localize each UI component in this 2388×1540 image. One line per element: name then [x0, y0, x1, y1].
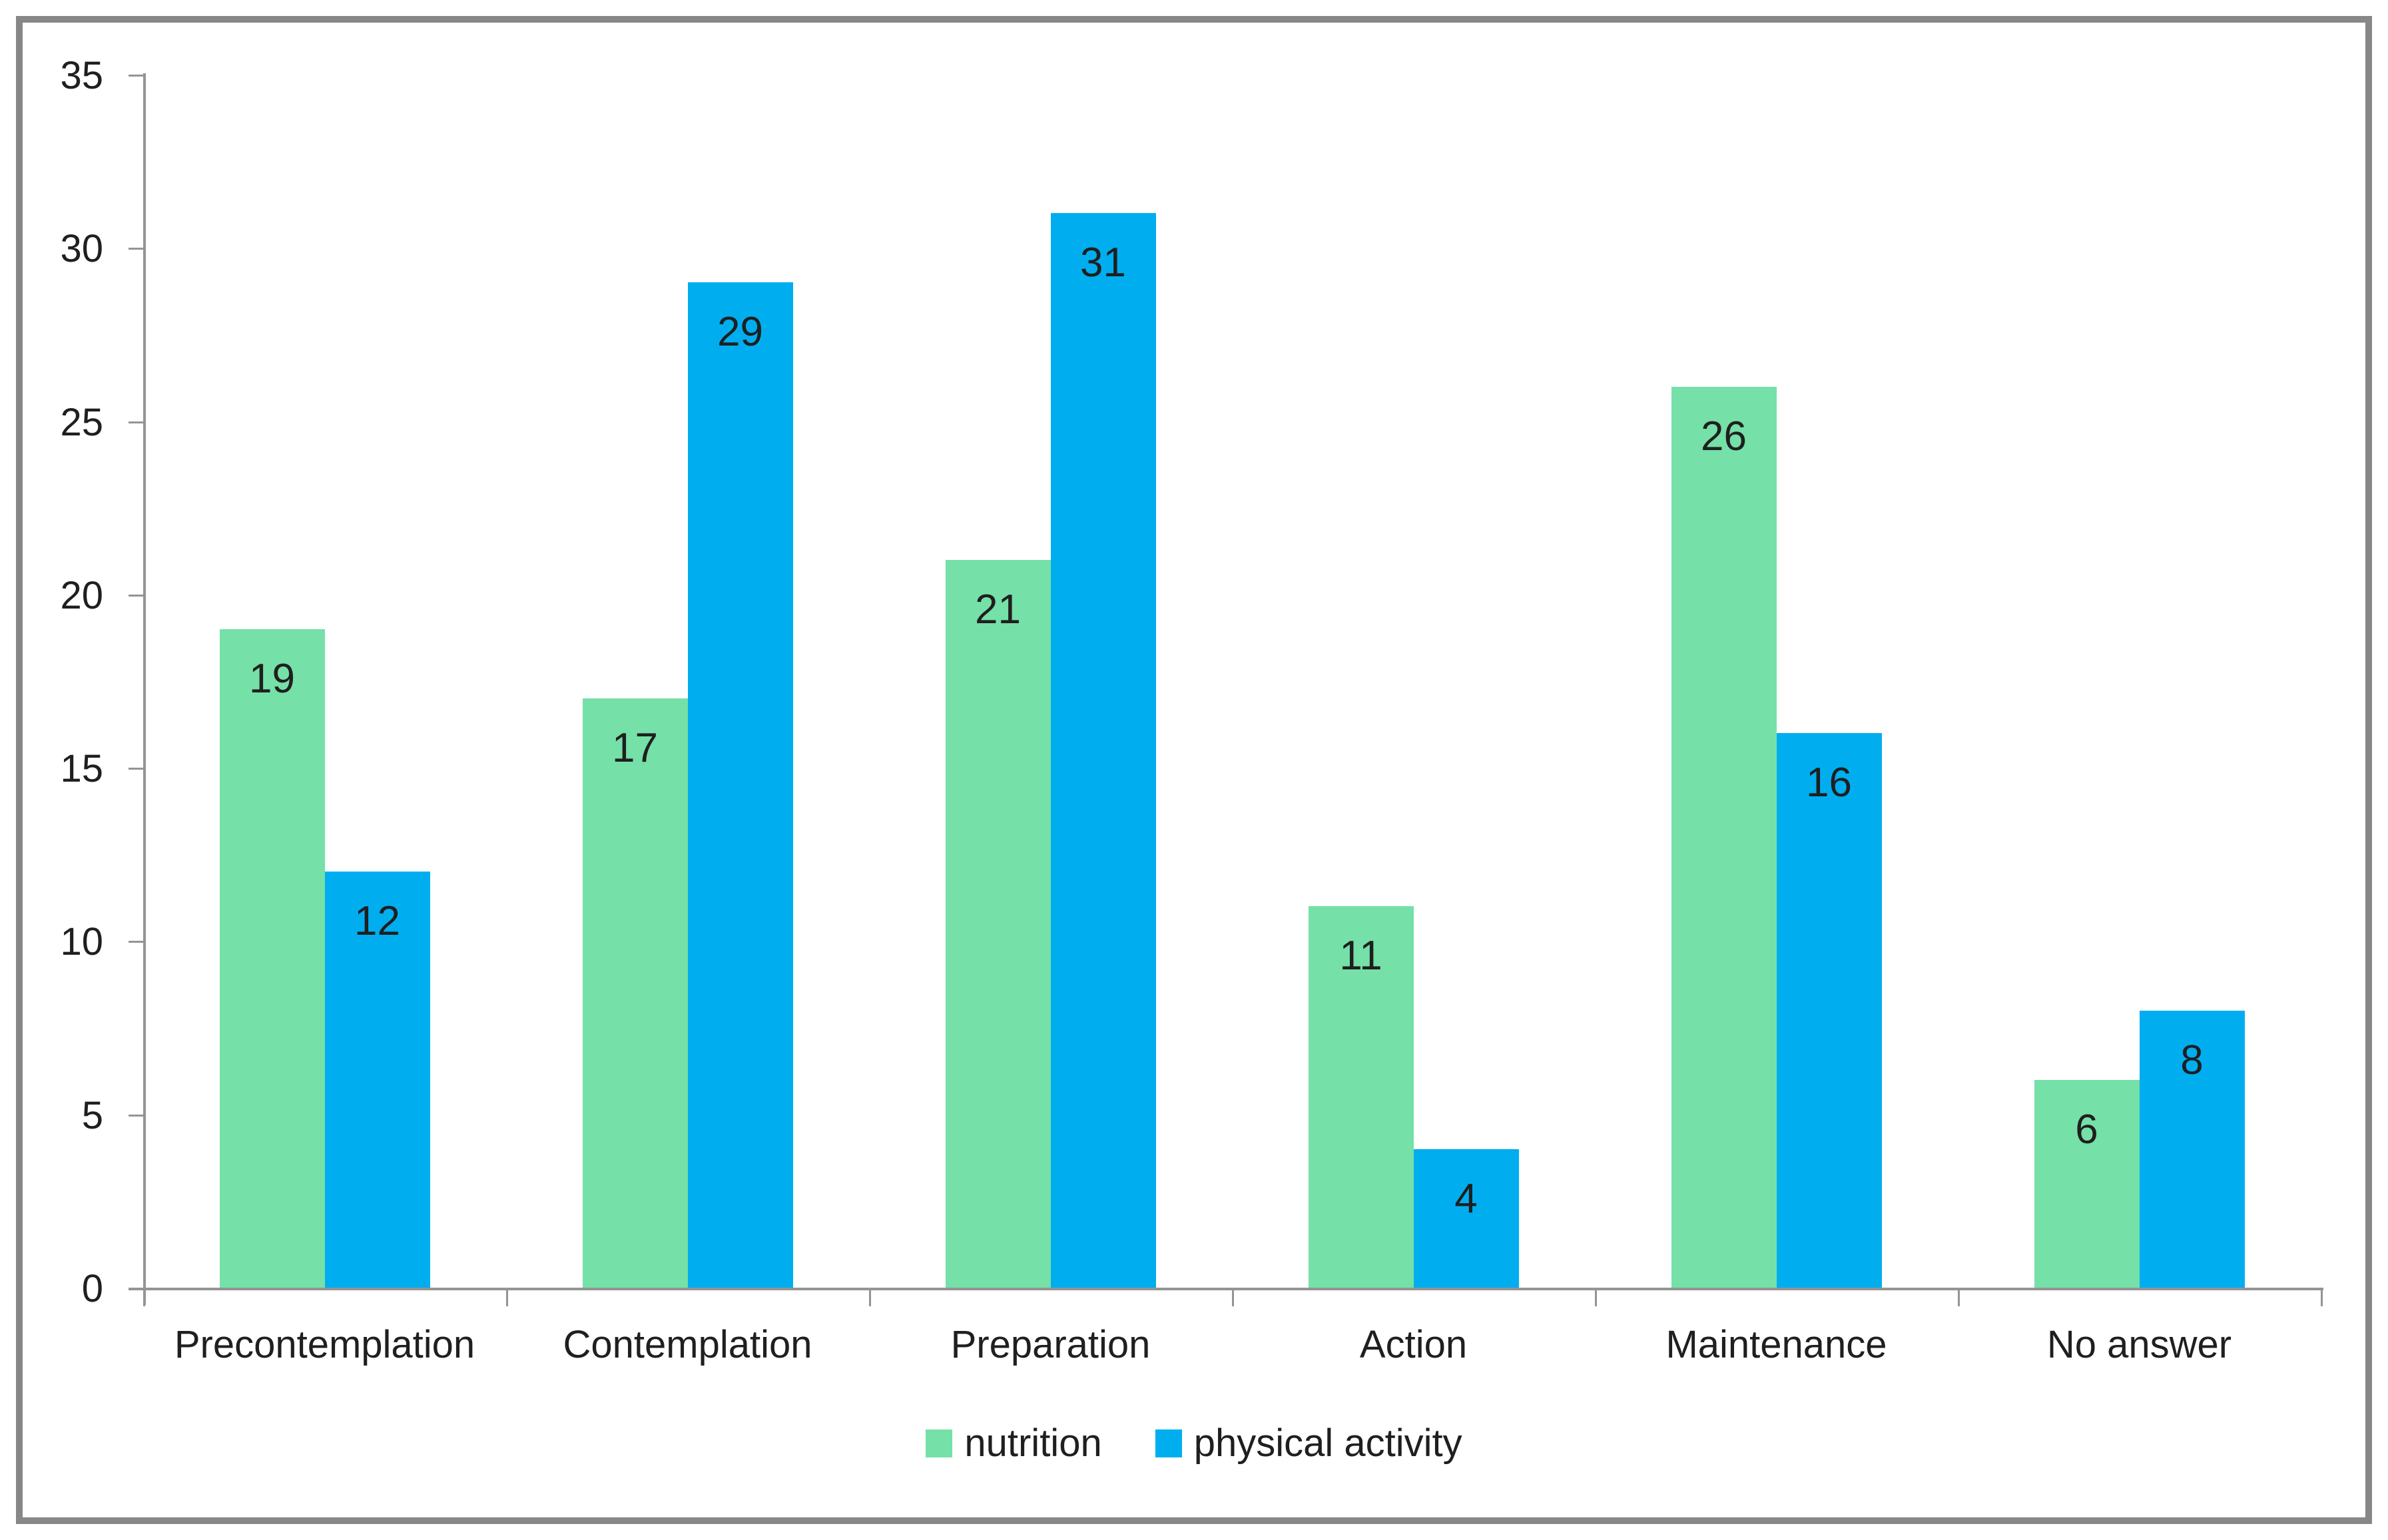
bar-nutrition-action[interactable] — [1308, 906, 1414, 1288]
x-axis-tick — [1958, 1288, 1960, 1306]
x-axis-line — [129, 1288, 2323, 1290]
x-axis-tick — [1595, 1288, 1597, 1306]
bar-physical-activity-action[interactable] — [1413, 1149, 1519, 1288]
x-axis-tick — [869, 1288, 871, 1306]
y-axis-tick-label: 30 — [60, 227, 103, 271]
bar-value-label: 26 — [1701, 413, 1747, 459]
x-axis-category-label: Maintenance — [1665, 1323, 1887, 1366]
y-axis-tick — [129, 75, 143, 77]
bar-physical-activity-preparation[interactable] — [1050, 213, 1156, 1288]
x-axis-tick — [2321, 1288, 2323, 1306]
legend-label: physical activity — [1193, 1421, 1462, 1465]
bar-value-label: 6 — [2075, 1106, 2098, 1153]
x-axis-tick — [143, 1288, 145, 1306]
bar-nutrition-maintenance[interactable] — [1671, 386, 1777, 1288]
bar-value-label: 11 — [1339, 933, 1382, 979]
x-axis-category-label: No answer — [2046, 1323, 2232, 1366]
y-axis-tick — [129, 594, 143, 597]
bar-physical-activity-contemplation[interactable] — [687, 282, 793, 1288]
legend-label: nutrition — [964, 1421, 1102, 1465]
bar-physical-activity-no-answer[interactable] — [2139, 1010, 2245, 1288]
bar-nutrition-no-answer[interactable] — [2034, 1079, 2140, 1288]
y-axis-line — [143, 73, 146, 1305]
y-axis-tick-label: 15 — [60, 747, 103, 791]
bar-value-label: 19 — [249, 655, 295, 702]
bar-value-label: 31 — [1080, 240, 1126, 286]
bar-physical-activity-maintenance[interactable] — [1776, 733, 1882, 1288]
x-axis-tick — [506, 1288, 508, 1306]
bar-nutrition-preparation[interactable] — [945, 559, 1051, 1288]
legend-swatch-physical-activity — [1155, 1429, 1182, 1457]
bar-nutrition-contemplation[interactable] — [582, 698, 688, 1288]
y-axis-tick-label: 0 — [81, 1267, 103, 1310]
x-axis-category-label: Preparation — [950, 1323, 1151, 1366]
bar-nutrition-precontemplation[interactable] — [219, 629, 325, 1288]
y-axis-tick — [129, 941, 143, 943]
x-axis-category-label: Action — [1359, 1323, 1468, 1366]
y-axis-tick-label: 25 — [60, 400, 103, 444]
bar-value-label: 12 — [354, 898, 400, 945]
y-axis-tick — [129, 768, 143, 770]
legend-swatch-nutrition — [926, 1429, 953, 1457]
y-axis-tick — [129, 248, 143, 250]
bar-value-label: 8 — [2180, 1037, 2204, 1083]
bar-value-label: 21 — [975, 586, 1021, 633]
bar-physical-activity-precontemplation[interactable] — [324, 872, 430, 1288]
legend-item-nutrition[interactable]: nutrition — [926, 1421, 1102, 1465]
x-axis-tick — [1232, 1288, 1234, 1306]
y-axis-tick — [129, 421, 143, 423]
legend: nutrition physical activity — [0, 1421, 2388, 1465]
y-axis-tick-label: 35 — [60, 54, 103, 97]
x-axis-category-label: Precontemplation — [174, 1323, 475, 1366]
y-axis-tick — [129, 1114, 143, 1117]
bar-value-label: 4 — [1454, 1175, 1478, 1222]
y-axis-tick-label: 10 — [60, 920, 103, 964]
x-axis-category-label: Contemplation — [563, 1323, 812, 1366]
bar-value-label: 29 — [717, 309, 763, 356]
y-axis-tick-label: 5 — [81, 1093, 103, 1137]
legend-item-physical-activity[interactable]: physical activity — [1155, 1424, 1462, 1463]
bar-value-label: 16 — [1806, 760, 1852, 806]
y-axis-tick-label: 20 — [60, 573, 103, 617]
bar-value-label: 17 — [612, 725, 658, 772]
y-axis-tick — [129, 1288, 143, 1290]
